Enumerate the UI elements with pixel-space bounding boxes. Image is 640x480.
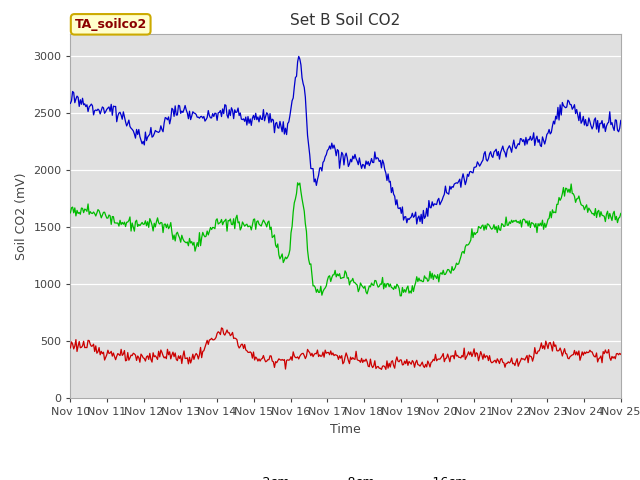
Text: TA_soilco2: TA_soilco2 bbox=[75, 18, 147, 31]
Legend: -2cm, -8cm, -16cm: -2cm, -8cm, -16cm bbox=[218, 471, 473, 480]
Title: Set B Soil CO2: Set B Soil CO2 bbox=[291, 13, 401, 28]
X-axis label: Time: Time bbox=[330, 423, 361, 436]
Y-axis label: Soil CO2 (mV): Soil CO2 (mV) bbox=[15, 172, 28, 260]
